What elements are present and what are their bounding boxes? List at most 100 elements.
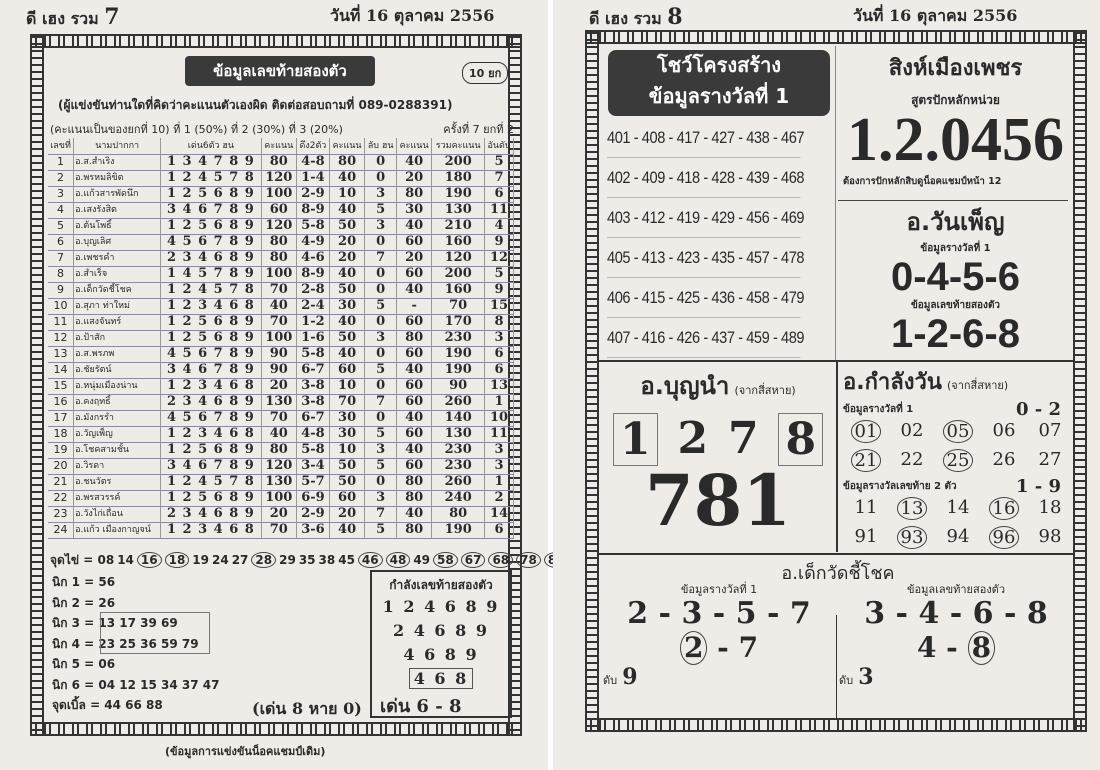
- table-cell: 3: [364, 330, 397, 347]
- table-row: 23 อ.วังไก่เถื่อน 2 3 4 6 8 9 20 2-9 20 7 40 80 1…: [48, 506, 514, 523]
- table-row: 24 อ.แก้ว เมืองกาญจน์ 1 2 3 4 6 8 70 3-6 40 5 8…: [48, 522, 514, 539]
- table-cell: 260: [431, 474, 486, 491]
- table-cell: 10: [484, 410, 514, 427]
- table-cell: 130: [431, 426, 486, 443]
- column-header: นามปากกา: [73, 138, 162, 155]
- column-header: เด่น6ตัว ฮน: [160, 138, 262, 155]
- dekwat-pair2-circled: 8: [967, 631, 996, 666]
- group-line: จุดเบิ้ล = 44 66 88: [52, 698, 163, 712]
- singh-section: สิงห์เมืองเพชร สูตรปักหลักหน่วย 1.2.0456…: [843, 50, 1068, 189]
- table-cell: 3: [48, 186, 75, 203]
- table-cell: 11: [48, 314, 75, 331]
- group-line: นิก 2 = 26: [52, 595, 116, 610]
- hit-summary: (เด่น 8 หาย 0): [252, 699, 362, 718]
- border-pattern: [1073, 30, 1087, 732]
- number: 14: [946, 497, 970, 518]
- table-cell: 230: [431, 458, 486, 475]
- table-cell: 8: [484, 314, 514, 331]
- group-line: นิก 1 = 56: [52, 575, 116, 589]
- table-cell: 1 2 5 6 8 9: [160, 218, 262, 235]
- table-cell: 100: [261, 490, 297, 507]
- table-cell: 5: [364, 362, 397, 379]
- grid-cell: 93: [889, 526, 935, 549]
- show-title-line2: ข้อมูลรางวัลที่ 1: [648, 84, 790, 108]
- grid-cell: 05: [935, 420, 981, 443]
- pairs-label: จุดไข่ =: [50, 553, 94, 567]
- table-cell: 7: [48, 250, 75, 267]
- table-cell: 12: [484, 250, 514, 267]
- table-cell: 1 2 3 4 6 8: [160, 426, 262, 443]
- table-cell: 20: [396, 250, 433, 267]
- table-cell: 20: [261, 378, 297, 395]
- number: 27: [1038, 449, 1062, 470]
- table-cell: 8-9: [296, 266, 330, 283]
- table-cell: 9: [48, 282, 75, 299]
- table-cell: 7: [364, 506, 397, 523]
- dekwat-right: ข้อมูลเลขท้ายสองตัว 3 - 4 - 6 - 8 4 - 8 …: [839, 583, 1073, 691]
- table-cell: 190: [431, 186, 486, 203]
- table-cell: 3: [364, 442, 397, 459]
- boonnam-digit: 7: [727, 413, 759, 464]
- grid-cell: 02: [889, 420, 935, 443]
- border-pattern: [30, 34, 44, 736]
- page-footer: (ข้อมูลการแข่งขันน็อคแชมป์เดิม): [165, 745, 326, 758]
- table-cell: 4 5 6 7 8 9: [160, 346, 262, 363]
- table-cell: 80: [329, 154, 366, 171]
- table-cell: -: [396, 298, 433, 315]
- column-header: คะแนน: [329, 138, 366, 155]
- table-cell: 60: [396, 234, 433, 251]
- table-cell: 40: [261, 298, 297, 315]
- score-table: เลขที่ นามปากกา เด่น6ตัว ฮน คะแนน ดึง2ตัว คะแ…: [48, 138, 514, 539]
- table-cell: 190: [431, 346, 486, 363]
- lotto-rows: 401 - 408 - 417 - 427 - 438 - 467 402 - 4…: [607, 118, 832, 358]
- table-cell: 5: [364, 426, 397, 443]
- table-cell: 20: [329, 506, 366, 523]
- table-cell: 0: [364, 474, 397, 491]
- table-cell: 5-8: [296, 442, 330, 459]
- table-row: 11 อ.แสงจันทร์ 1 2 5 6 8 9 70 1-2 40 0 60 170 8: [48, 314, 514, 331]
- grid-cell: 13: [889, 497, 935, 520]
- table-cell: อ.เสงรังสิต: [73, 202, 162, 219]
- table-cell: 1 2 3 4 6 8: [160, 298, 262, 315]
- page-header-left: ดี เฮง รวม 8: [589, 4, 683, 32]
- boonnam-digit: 2: [677, 413, 709, 464]
- table-row: 13 อ.ส.พรภพ 4 5 6 7 8 9 90 5-8 40 0 60 190 6: [48, 346, 514, 363]
- table-cell: อ.ป้าสัก: [73, 330, 162, 347]
- table-cell: 9: [484, 282, 514, 299]
- table-cell: 210: [431, 218, 486, 235]
- table-cell: อ.วัญเพ็ญ: [73, 426, 162, 443]
- number-circled: 16: [988, 497, 1020, 520]
- table-cell: 6: [484, 346, 514, 363]
- column-header: อันดับ: [484, 138, 514, 155]
- table-cell: 6: [484, 186, 514, 203]
- page-date: วันที่ 16 ตุลาคม 2556: [330, 6, 495, 25]
- pair-number: 45: [338, 553, 355, 567]
- table-cell: 160: [431, 234, 486, 251]
- table-cell: 200: [431, 266, 486, 283]
- number: 11: [854, 497, 878, 518]
- table-cell: 160: [431, 282, 486, 299]
- table-cell: 11: [484, 202, 514, 219]
- table-cell: 60: [396, 314, 433, 331]
- table-cell: 40: [329, 522, 366, 539]
- table-cell: 1 2 3 4 6 8: [160, 378, 262, 395]
- pair-number-circled: 58: [433, 552, 458, 568]
- dekwat-pair1-b: 7: [738, 631, 759, 665]
- table-cell: 80: [396, 330, 433, 347]
- table-cell: 120: [261, 170, 297, 187]
- column-header: คะแนน: [396, 138, 433, 155]
- table-cell: 18: [48, 426, 75, 443]
- singh-value: 1.2.0456: [847, 106, 1064, 174]
- table-row: 5 อ.ต้นโพธิ์ 1 2 5 6 8 9 120 5-8 50 3 40 210 4: [48, 218, 514, 235]
- number-circled: 96: [988, 526, 1020, 549]
- table-cell: 40: [396, 442, 433, 459]
- pair-number: 29: [279, 553, 296, 567]
- table-cell: 2-4: [296, 298, 330, 315]
- table-cell: 60: [329, 362, 366, 379]
- border-pattern: [585, 30, 1087, 44]
- table-cell: 80: [396, 474, 433, 491]
- boonnam-digit: 1: [612, 413, 658, 466]
- table-cell: 180: [431, 170, 486, 187]
- table-cell: 40: [396, 154, 433, 171]
- table-cell: 1 3 4 7 8 9: [160, 154, 262, 171]
